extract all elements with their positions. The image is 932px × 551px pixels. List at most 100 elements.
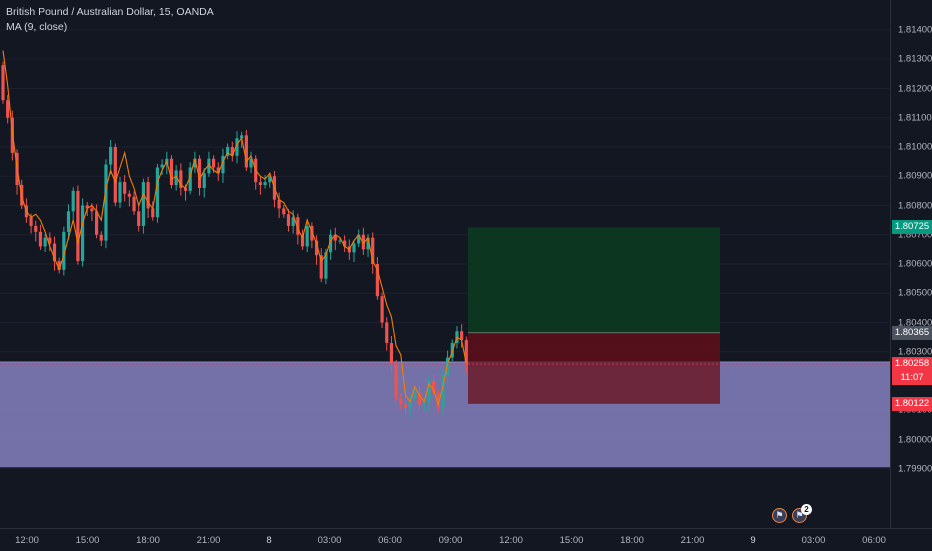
candle xyxy=(333,234,337,241)
candle xyxy=(343,240,347,247)
price-tick-label: 1.81300 xyxy=(898,53,932,65)
time-tick-label: 18:00 xyxy=(136,535,160,546)
candle xyxy=(258,182,262,186)
price-tick-label: 1.80300 xyxy=(898,346,932,358)
candle xyxy=(48,237,52,244)
candle xyxy=(268,176,272,183)
candle xyxy=(296,217,300,235)
price-tick-label: 1.81100 xyxy=(898,112,932,124)
candle xyxy=(399,398,403,405)
time-tick-label: 18:00 xyxy=(620,535,644,546)
price-tick-label: 1.79900 xyxy=(898,463,932,475)
candle xyxy=(422,401,426,405)
candle xyxy=(366,237,370,250)
price-scale[interactable]: 1.81400 1.81300 1.81200 1.81100 1.81000 1.809… xyxy=(890,0,932,528)
candle xyxy=(403,404,408,408)
candle xyxy=(127,193,131,197)
candle xyxy=(43,237,47,247)
candle xyxy=(207,158,211,174)
candle xyxy=(417,392,422,405)
candle xyxy=(329,234,333,253)
entry-price-badge: 1.80365 xyxy=(892,325,932,340)
candle xyxy=(375,264,379,297)
time-tick-label: 21:00 xyxy=(196,535,221,546)
candle xyxy=(291,217,295,226)
candle xyxy=(71,190,75,212)
candle xyxy=(235,138,239,156)
candle xyxy=(464,340,468,364)
time-tick-label: 06:00 xyxy=(378,535,402,546)
candle xyxy=(385,322,389,343)
candle xyxy=(240,135,244,139)
price-tick-label: 1.80400 xyxy=(898,317,932,328)
candle xyxy=(431,381,436,393)
time-tick-label: 21:00 xyxy=(680,535,705,546)
support-zone xyxy=(0,361,890,468)
candle xyxy=(62,231,66,270)
time-tick-label: 06:00 xyxy=(862,535,886,546)
candle xyxy=(151,208,155,218)
candle xyxy=(446,357,450,376)
candle xyxy=(427,381,431,402)
candle xyxy=(197,158,202,188)
candle xyxy=(160,164,164,168)
candle xyxy=(310,225,314,241)
time-tick-label: 09:00 xyxy=(438,535,463,546)
candle xyxy=(277,199,281,209)
countdown-price-badge: 11:07 xyxy=(892,371,932,386)
price-chart[interactable] xyxy=(0,0,890,528)
candle xyxy=(408,398,412,408)
candle xyxy=(249,158,253,168)
candle xyxy=(441,375,445,408)
candle xyxy=(413,392,417,399)
price-tick-label: 1.80700 xyxy=(898,229,932,241)
candle xyxy=(216,167,220,174)
candle xyxy=(183,187,188,191)
candle xyxy=(314,240,319,256)
candle xyxy=(109,147,113,165)
candle xyxy=(188,167,192,191)
candle xyxy=(169,158,174,186)
ma-line xyxy=(2,50,467,407)
candle xyxy=(57,261,61,270)
candle xyxy=(85,205,89,209)
candle xyxy=(52,243,57,262)
stop-loss-box xyxy=(468,332,720,404)
candle xyxy=(132,196,136,212)
flag-icon[interactable]: ⚑ xyxy=(772,508,787,523)
candle xyxy=(371,237,375,264)
candle xyxy=(221,155,225,174)
candle xyxy=(230,147,234,156)
candle xyxy=(380,296,384,323)
time-tick-label: 12:00 xyxy=(499,535,523,546)
time-tick-label: 12:00 xyxy=(15,535,39,546)
candle xyxy=(357,234,361,244)
time-tick-label: 03:00 xyxy=(801,535,826,546)
time-scale[interactable]: 12:00 15:00 18:00 21:00 8 03:00 06:00 09:00 12:0… xyxy=(0,528,932,551)
symbol-title[interactable]: British Pound / Australian Dollar, 15, O… xyxy=(6,6,214,18)
candle xyxy=(286,214,291,226)
price-tick-label: 1.81000 xyxy=(898,141,932,153)
candle xyxy=(352,243,356,253)
price-tick-label: 1.80900 xyxy=(898,170,932,182)
chart-pane[interactable]: British Pound / Australian Dollar, 15, O… xyxy=(0,0,890,528)
candle xyxy=(324,252,328,279)
candle xyxy=(66,211,71,232)
candle xyxy=(6,100,10,118)
candle xyxy=(104,164,108,241)
price-tick-label: 1.80800 xyxy=(898,200,932,211)
indicator-legend[interactable]: MA (9, close) xyxy=(6,21,68,33)
candle xyxy=(38,231,43,247)
price-tick-label: 1.80000 xyxy=(898,434,932,445)
time-tick-label: 15:00 xyxy=(559,535,584,546)
time-tick-label: 9 xyxy=(750,535,756,546)
price-tick-label: 1.81200 xyxy=(898,83,932,94)
candle xyxy=(99,234,103,241)
candle xyxy=(80,205,85,262)
candle xyxy=(90,208,94,212)
candle xyxy=(300,234,305,247)
candle xyxy=(174,170,178,186)
profit-target-box xyxy=(468,227,720,333)
time-tick-label: 03:00 xyxy=(317,535,342,546)
stop-price-badge: 1.80122 xyxy=(892,396,932,411)
